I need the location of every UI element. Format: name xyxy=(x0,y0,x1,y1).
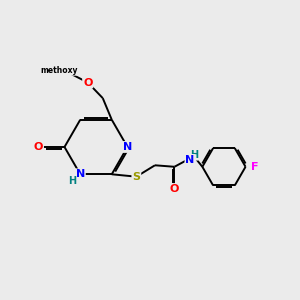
Text: methoxy: methoxy xyxy=(41,66,78,75)
Text: O: O xyxy=(83,77,92,88)
Text: O: O xyxy=(34,142,43,152)
Text: H: H xyxy=(190,150,198,160)
Text: N: N xyxy=(123,142,132,152)
Text: N: N xyxy=(185,155,195,165)
Text: H: H xyxy=(68,176,76,186)
Text: F: F xyxy=(251,162,258,172)
Text: N: N xyxy=(76,169,85,179)
Text: O: O xyxy=(170,184,179,194)
Text: S: S xyxy=(132,172,140,182)
